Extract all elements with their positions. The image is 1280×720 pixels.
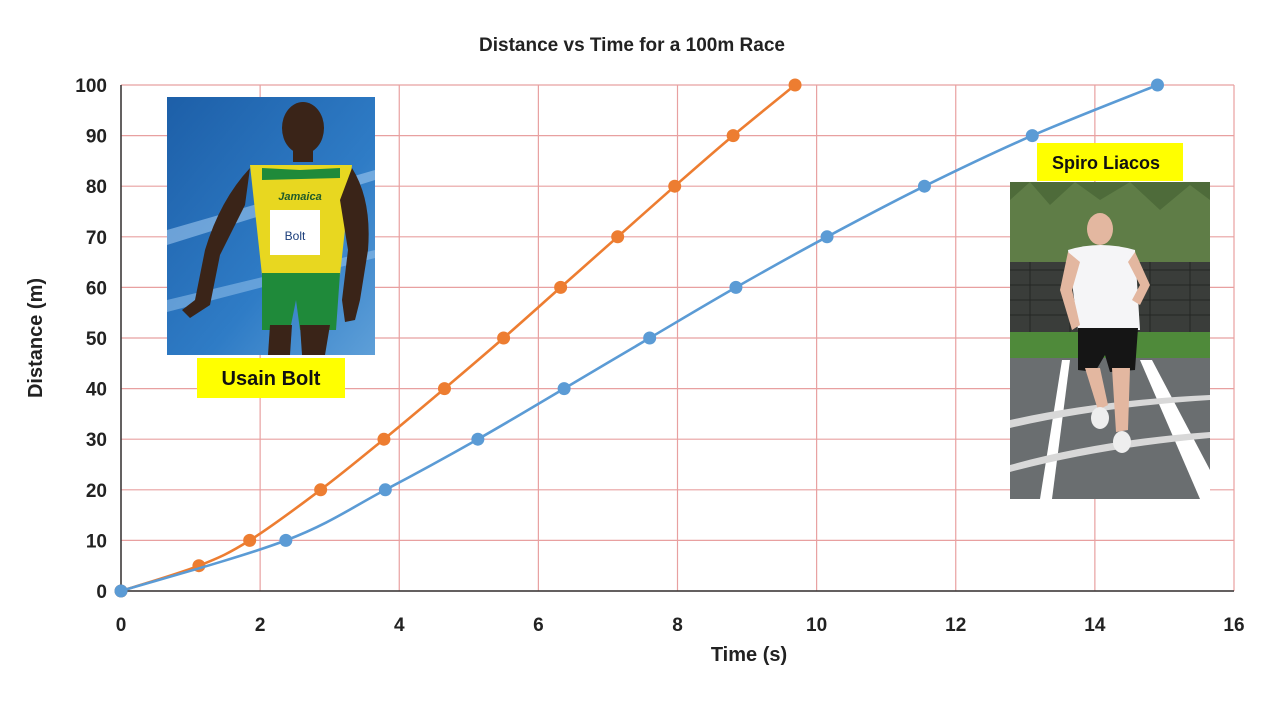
liacos-label: Spiro Liacos (1052, 153, 1160, 173)
x-tick-label: 8 (672, 615, 683, 636)
data-point-usain-bolt (437, 382, 451, 396)
data-point-usain-bolt (788, 78, 802, 92)
data-point-usain-bolt (377, 432, 391, 446)
y-tick-label: 100 (75, 76, 107, 97)
data-point-usain-bolt (611, 230, 625, 244)
x-tick-label: 16 (1223, 615, 1244, 636)
data-point-usain-bolt (314, 483, 328, 497)
data-point-spiro-liacos (1150, 78, 1164, 92)
data-point-spiro-liacos (279, 533, 293, 547)
bolt-shirt-text: Jamaica (278, 191, 321, 203)
y-tick-label: 20 (86, 481, 107, 502)
data-point-spiro-liacos (557, 382, 571, 396)
chart-title: Distance vs Time for a 100m Race (479, 35, 785, 56)
axes (120, 85, 1234, 592)
x-tick-label: 0 (116, 615, 127, 636)
data-point-usain-bolt (243, 533, 257, 547)
y-tick-label: 50 (86, 329, 107, 350)
liacos-photo (1010, 182, 1210, 499)
bolt-bib-text: Bolt (285, 229, 306, 243)
series-layer (114, 78, 1164, 598)
bolt-label: Usain Bolt (222, 368, 321, 390)
x-tick-label: 14 (1084, 615, 1106, 636)
data-point-usain-bolt (554, 280, 568, 294)
data-point-usain-bolt (726, 129, 740, 143)
data-point-spiro-liacos (643, 331, 657, 345)
y-tick-label: 30 (86, 430, 107, 451)
data-point-spiro-liacos (471, 432, 485, 446)
data-point-spiro-liacos (917, 179, 931, 193)
data-point-spiro-liacos (114, 584, 128, 598)
x-tick-label: 12 (945, 615, 966, 636)
y-axis-label: Distance (m) (25, 278, 47, 398)
y-tick-label: 70 (86, 228, 107, 249)
y-tick-label: 80 (86, 177, 107, 198)
y-tick-label: 40 (86, 380, 107, 401)
liacos-label-bg (1037, 143, 1183, 181)
bolt-photo: Bolt Jamaica (167, 97, 375, 355)
y-tick-label: 60 (86, 278, 107, 299)
y-tick-label: 90 (86, 127, 107, 148)
x-tick-label: 10 (806, 615, 827, 636)
data-point-spiro-liacos (1025, 129, 1039, 143)
tick-labels: 0 10 20 30 40 50 60 70 80 90 100 0 2 4 6 8 10 12 14 16 (75, 76, 1244, 636)
data-point-usain-bolt (497, 331, 511, 345)
data-point-usain-bolt (668, 179, 682, 193)
data-point-spiro-liacos (729, 280, 743, 294)
x-tick-label: 6 (533, 615, 544, 636)
x-axis-label: Time (s) (711, 644, 787, 666)
x-tick-label: 2 (255, 615, 266, 636)
x-tick-label: 4 (394, 615, 405, 636)
y-tick-label: 10 (86, 531, 107, 552)
y-tick-label: 0 (96, 582, 107, 603)
data-point-spiro-liacos (378, 483, 392, 497)
bolt-label-bg (197, 358, 345, 398)
data-point-spiro-liacos (820, 230, 834, 244)
